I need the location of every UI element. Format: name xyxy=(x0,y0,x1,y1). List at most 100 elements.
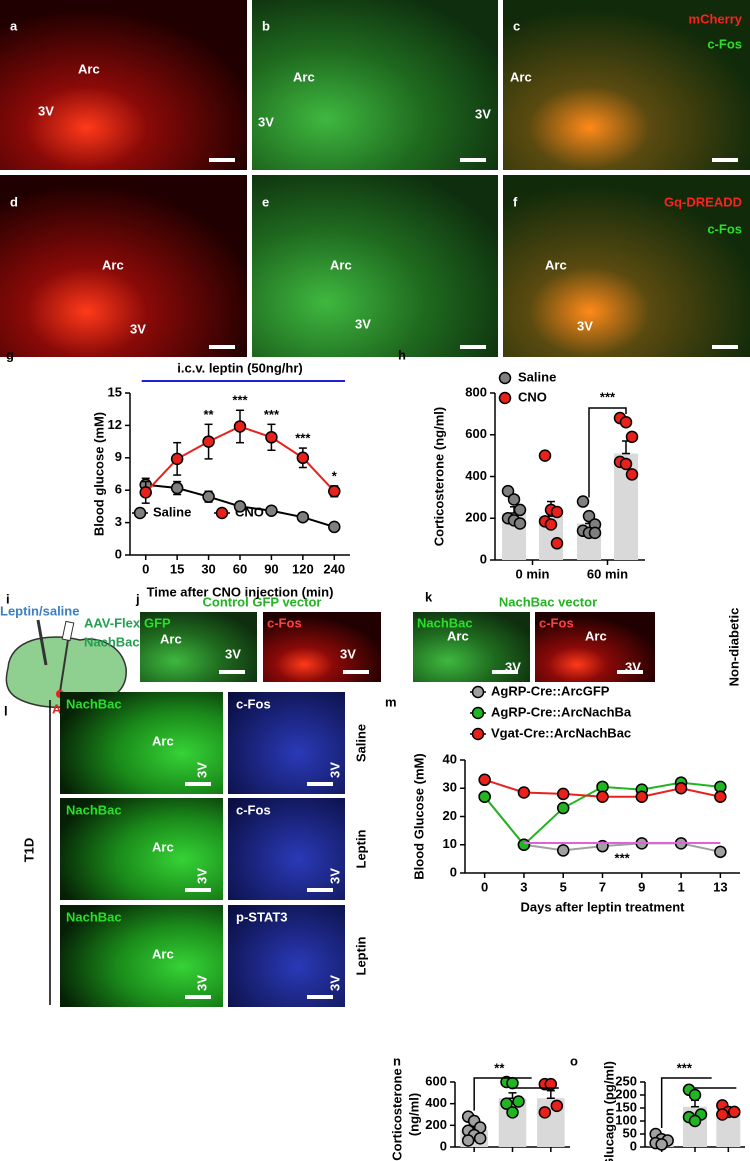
micrograph xyxy=(60,798,223,900)
x-tick-label: 0 min xyxy=(516,566,550,581)
micrograph xyxy=(60,905,223,1007)
channel-label: p-STAT3 xyxy=(236,909,288,924)
injection-label: Leptin/saline xyxy=(0,603,79,618)
channel-label: c-Fos xyxy=(707,36,742,51)
side-label: Non-diabetic xyxy=(726,608,741,687)
data-point xyxy=(544,1077,558,1091)
legend-marker xyxy=(215,506,229,520)
region-label: Arc xyxy=(447,628,469,643)
significance: *** xyxy=(677,1060,693,1075)
micrograph xyxy=(228,798,345,900)
panel-letter: h xyxy=(398,347,406,362)
data-point xyxy=(635,790,649,803)
channel-label: c-Fos xyxy=(236,802,271,817)
micrograph xyxy=(252,0,498,170)
x-tick-label: 0 xyxy=(481,879,488,894)
channel-label: Gq-DREADD xyxy=(664,194,742,209)
x-tick-label: 90 xyxy=(264,561,278,576)
legend-label: Saline xyxy=(518,369,556,384)
panel-letter: m xyxy=(385,694,397,709)
data-point xyxy=(619,457,633,471)
region-label: 3V xyxy=(38,103,54,118)
region-label: Arc xyxy=(330,257,352,272)
data-point xyxy=(619,415,633,429)
region-label: Arc xyxy=(585,628,607,643)
y-tick-label: 250 xyxy=(615,1073,637,1088)
micrograph xyxy=(0,175,247,357)
panel-letter: o xyxy=(570,1053,578,1068)
data-point xyxy=(296,510,310,524)
condition-label: Leptin xyxy=(353,936,368,975)
data-point xyxy=(506,1106,519,1119)
panel-heading: Control GFP vector xyxy=(203,594,322,609)
region-label: 3V xyxy=(505,659,521,674)
data-point xyxy=(328,485,341,498)
condition-label: Leptin xyxy=(353,829,368,868)
region-label: 3V xyxy=(130,321,146,336)
virus-label: NachBac xyxy=(84,634,140,649)
micrograph xyxy=(252,175,498,357)
y-tick-label: 0 xyxy=(440,1138,447,1153)
data-point xyxy=(716,1108,729,1121)
y-tick-label: 15 xyxy=(108,384,122,399)
y-tick-label: 9 xyxy=(115,449,122,464)
region-label: 3V xyxy=(194,762,209,778)
micrograph xyxy=(228,692,345,794)
panel-letter: b xyxy=(262,18,270,33)
data-point xyxy=(170,481,184,495)
data-point xyxy=(513,503,527,517)
region-label: Arc xyxy=(78,61,100,76)
data-point xyxy=(478,790,491,803)
error-bar xyxy=(622,440,630,455)
region-label: 3V xyxy=(194,975,209,991)
legend-label: CNO xyxy=(518,389,547,404)
y-axis-title: Glucagon (pg/ml) xyxy=(601,1061,616,1161)
micrograph xyxy=(503,175,750,357)
x-tick-label: 60 xyxy=(233,561,247,576)
data-point xyxy=(544,518,558,531)
data-point xyxy=(550,537,564,550)
syringe xyxy=(61,620,75,642)
data-point xyxy=(714,790,727,803)
annotation: i.c.v. leptin (50ng/hr) xyxy=(177,360,302,375)
region-label: 3V xyxy=(258,114,274,129)
channel-label: c-Fos xyxy=(267,615,302,630)
data-point xyxy=(233,420,247,433)
data-point xyxy=(507,493,521,506)
data-point xyxy=(478,773,491,787)
y-tick-label: 150 xyxy=(615,1099,637,1114)
x-tick-label: 120 xyxy=(292,561,314,576)
condition-label: Saline xyxy=(353,724,368,762)
side-label: T1D xyxy=(21,838,36,863)
y-tick-label: 50 xyxy=(623,1125,637,1140)
y-tick-label: 800 xyxy=(465,384,487,399)
channel-label: NachBac xyxy=(66,696,122,711)
data-point xyxy=(714,845,727,859)
y-tick-label: 600 xyxy=(425,1073,447,1088)
legend-label: Saline xyxy=(153,504,191,519)
data-point xyxy=(170,452,184,466)
x-tick-label: 240 xyxy=(323,561,345,576)
y-tick-label: 200 xyxy=(465,510,487,525)
region-label: Arc xyxy=(160,631,182,646)
data-point xyxy=(202,490,215,503)
data-point xyxy=(728,1105,741,1119)
x-tick-label: 9 xyxy=(638,879,645,894)
region-label: 3V xyxy=(475,106,491,121)
data-point xyxy=(296,451,310,465)
micrograph xyxy=(503,0,750,170)
legend-marker xyxy=(498,391,512,405)
significance: *** xyxy=(600,389,616,404)
significance: *** xyxy=(264,407,280,422)
legend-marker xyxy=(471,727,485,741)
channel-label: NachBac xyxy=(66,802,122,817)
significance: * xyxy=(332,468,338,483)
region-label: 3V xyxy=(577,318,593,333)
data-point xyxy=(328,520,341,534)
x-tick-label: 0 xyxy=(142,561,149,576)
micrograph xyxy=(60,692,223,794)
panel-letter: d xyxy=(10,194,18,209)
region-label: Arc xyxy=(152,946,174,961)
